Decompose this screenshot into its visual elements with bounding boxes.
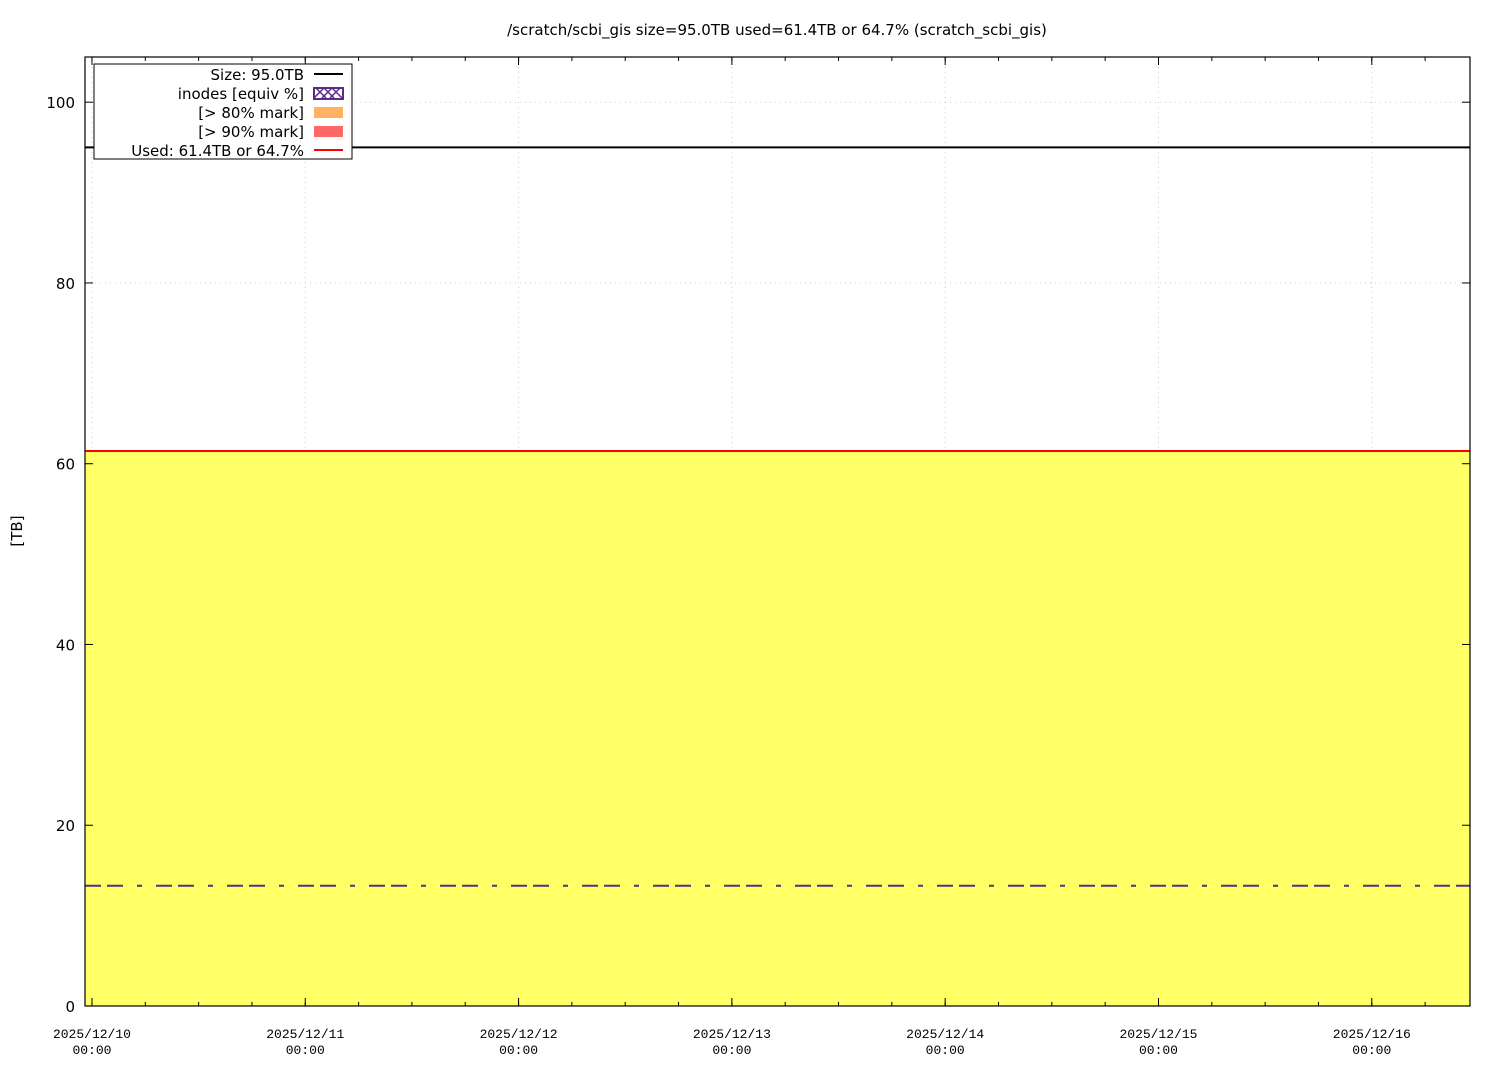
y-tick-label: 60 <box>56 456 75 474</box>
y-axis-label: [TB] <box>8 515 26 546</box>
axis-ticks: 0204060801002025/12/1000:002025/12/1100:… <box>46 57 1470 1058</box>
plot-marks <box>85 146 1470 1007</box>
y-tick-label: 40 <box>56 636 75 654</box>
plot-frame <box>84 56 1471 1007</box>
x-tick-label-time: 00:00 <box>286 1043 325 1058</box>
legend-label: [> 90% mark] <box>198 123 304 141</box>
x-tick-label-date: 2025/12/13 <box>693 1027 771 1042</box>
y-tick-label: 100 <box>46 94 75 112</box>
x-tick-label-date: 2025/12/12 <box>480 1027 558 1042</box>
x-tick-label-date: 2025/12/14 <box>906 1027 984 1042</box>
y-tick-label: 80 <box>56 275 75 293</box>
legend-label: [> 80% mark] <box>198 104 304 122</box>
chart-title: /scratch/scbi_gis size=95.0TB used=61.4T… <box>507 21 1047 40</box>
x-tick-label-date: 2025/12/10 <box>53 1027 131 1042</box>
legend-fill-swatch <box>314 107 343 118</box>
legend-box <box>93 63 353 160</box>
legend-hatch-pattern <box>313 87 343 99</box>
legend-fill-swatch <box>314 126 343 137</box>
y-tick-label: 0 <box>65 998 75 1016</box>
x-tick-label-time: 00:00 <box>926 1043 965 1058</box>
x-tick-label-date: 2025/12/16 <box>1333 1027 1411 1042</box>
legend-label: inodes [equiv %] <box>178 85 304 103</box>
x-tick-label-date: 2025/12/11 <box>266 1027 344 1042</box>
used-area <box>85 451 1470 1007</box>
x-tick-label-date: 2025/12/15 <box>1119 1027 1197 1042</box>
x-tick-label-time: 00:00 <box>1352 1043 1391 1058</box>
x-tick-label-time: 00:00 <box>712 1043 751 1058</box>
x-tick-label-time: 00:00 <box>1139 1043 1178 1058</box>
x-tick-label-time: 00:00 <box>499 1043 538 1058</box>
legend-label: Size: 95.0TB <box>211 66 304 84</box>
y-tick-label: 20 <box>56 817 75 835</box>
legend-label: Used: 61.4TB or 64.7% <box>131 142 304 160</box>
x-tick-label-time: 00:00 <box>72 1043 111 1058</box>
